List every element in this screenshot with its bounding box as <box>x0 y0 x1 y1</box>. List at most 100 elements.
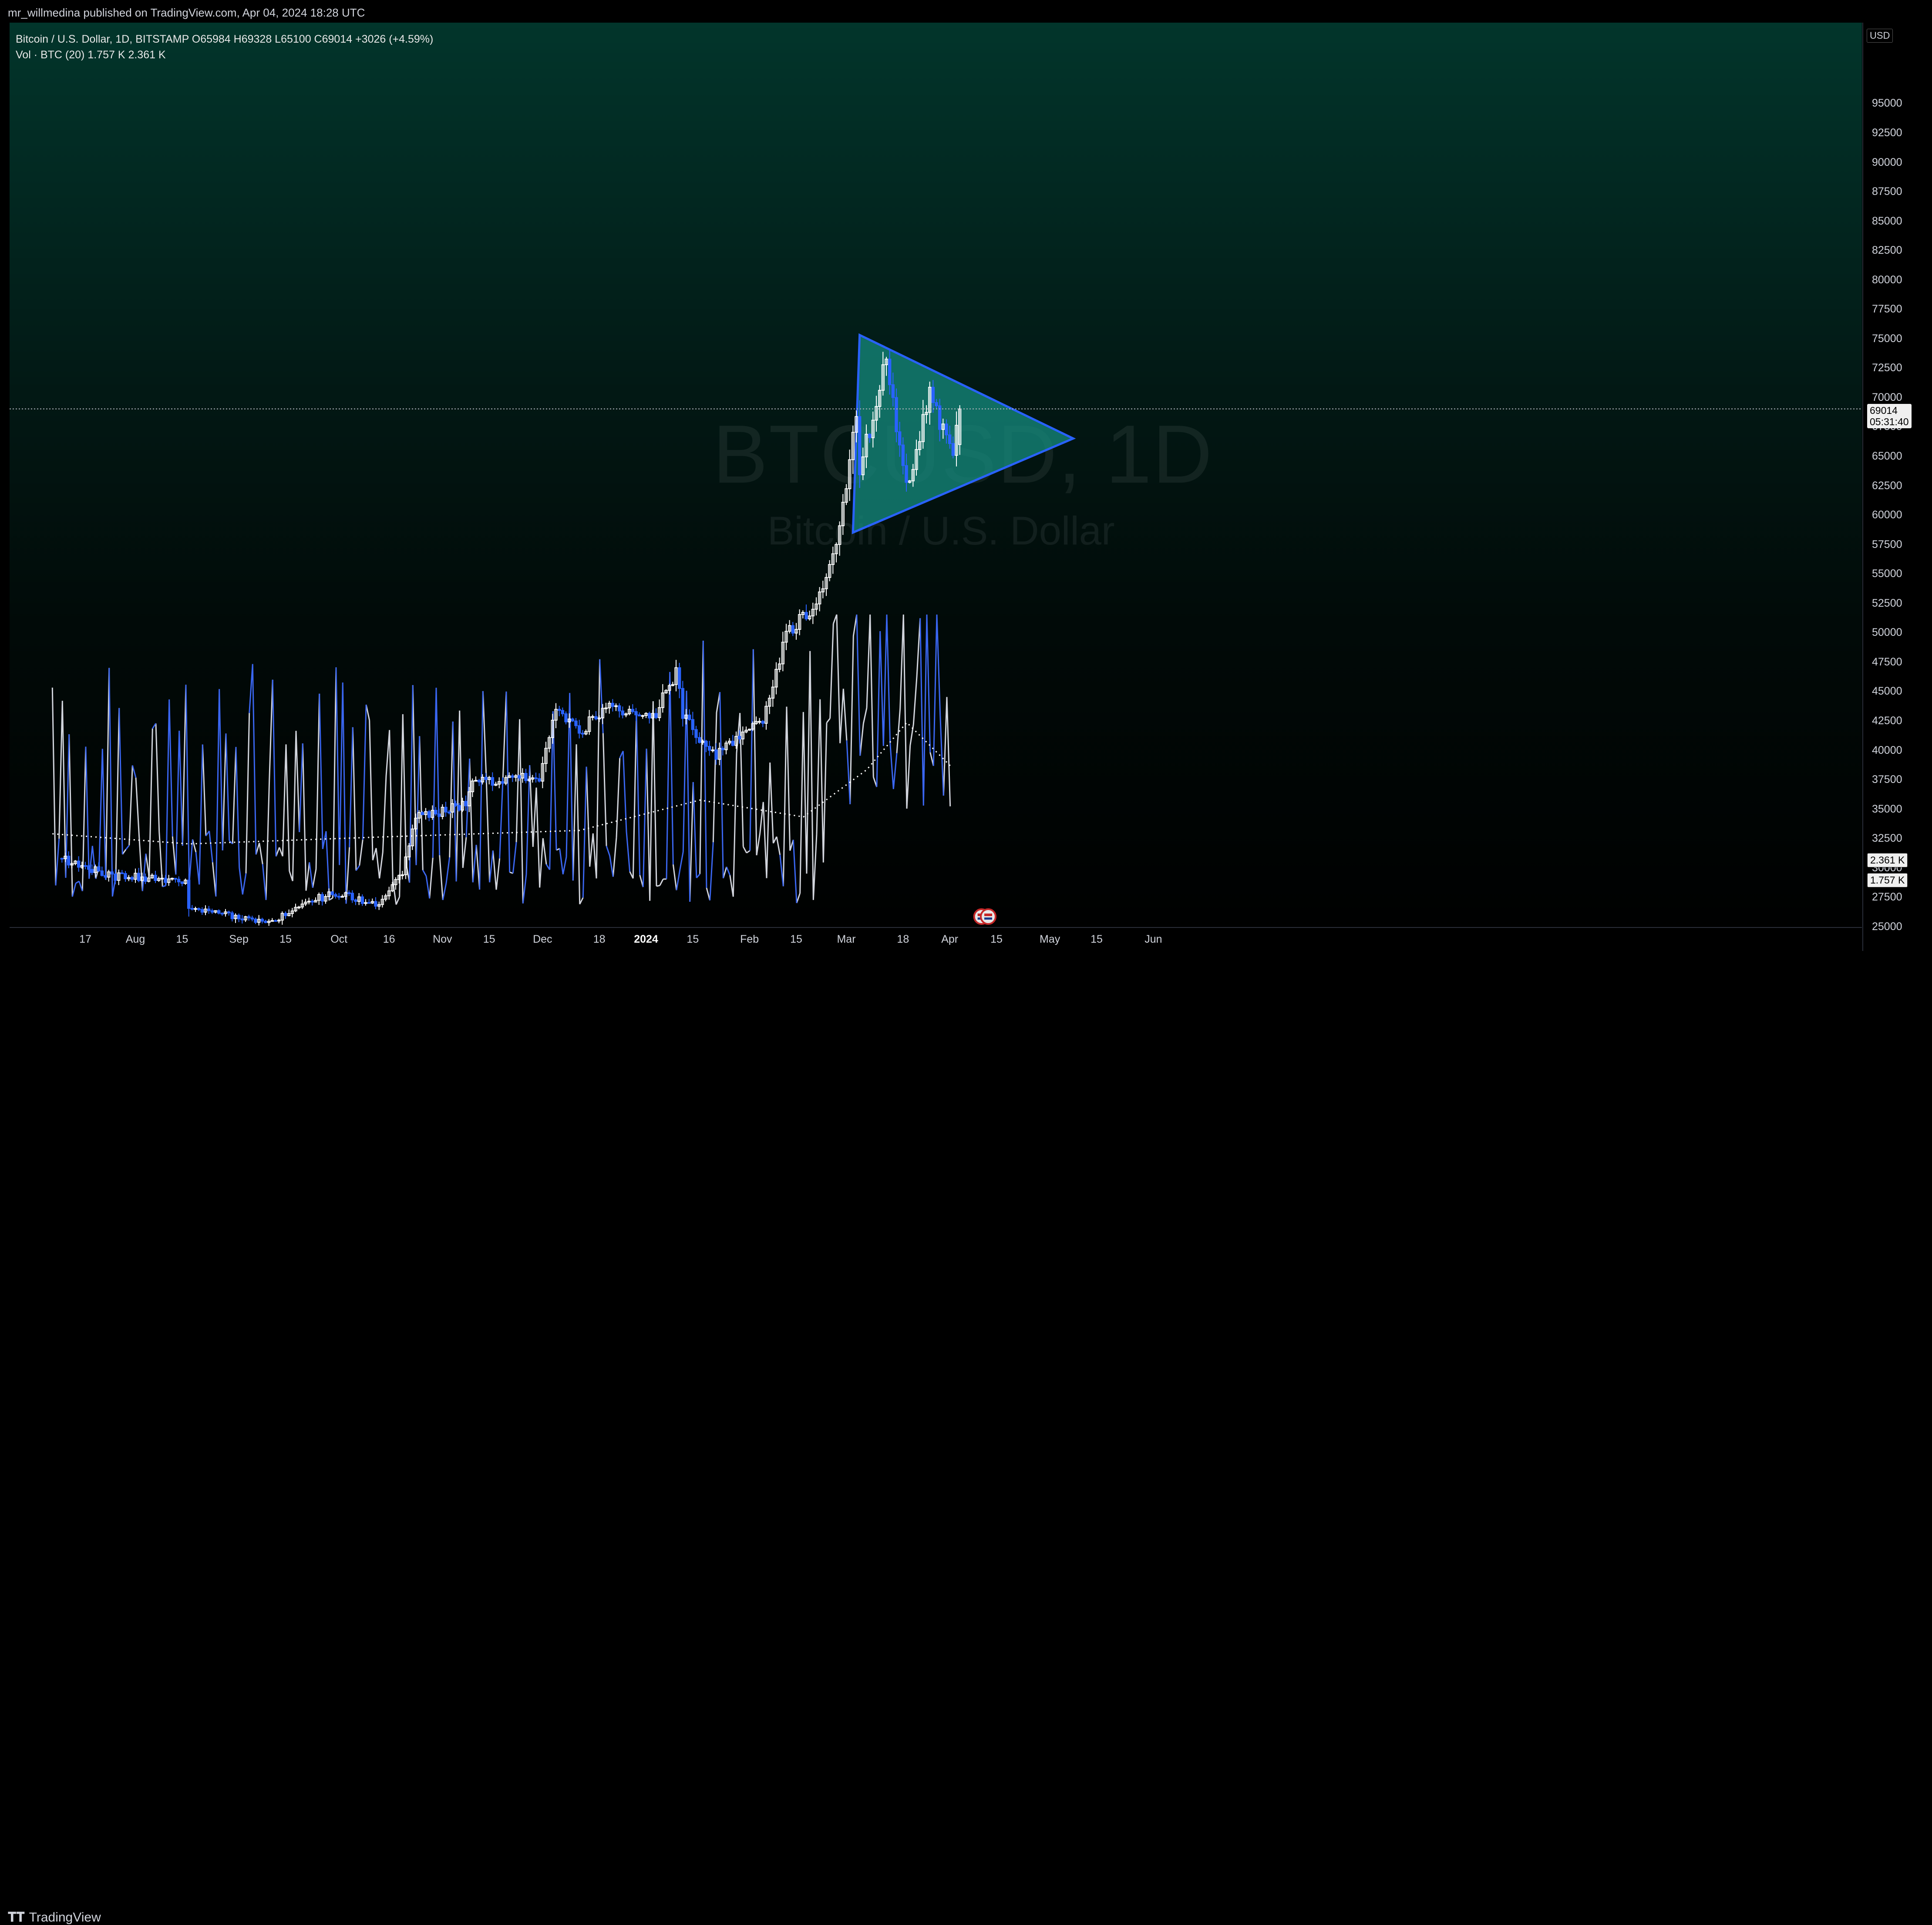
time-tick-label: 15 <box>176 933 188 945</box>
candle-body <box>815 603 818 610</box>
candle <box>945 419 948 444</box>
price-tick-label: 62500 <box>1872 479 1902 492</box>
candle <box>224 909 227 917</box>
candle-body <box>611 702 615 707</box>
candle <box>794 623 798 640</box>
candle-body <box>244 916 247 921</box>
candle <box>701 739 705 745</box>
candle-body <box>104 875 107 878</box>
candle-body <box>511 775 515 778</box>
candle-body <box>177 879 181 883</box>
candle <box>244 916 247 922</box>
candle-body <box>601 708 605 719</box>
candle-body <box>180 881 184 884</box>
candle-body <box>764 705 768 724</box>
candle-body <box>77 860 81 868</box>
candle-body <box>370 901 374 904</box>
candle <box>865 424 868 468</box>
candle-body <box>100 870 104 876</box>
candle <box>77 856 81 872</box>
candle <box>581 730 585 738</box>
candle <box>177 876 181 887</box>
candle <box>70 862 74 869</box>
candle <box>504 775 508 786</box>
candle <box>217 909 221 915</box>
candle-body <box>737 736 741 739</box>
candle <box>591 715 595 721</box>
candle-body <box>114 873 117 881</box>
candle-body <box>664 690 668 693</box>
candle <box>474 776 478 782</box>
candle <box>170 877 174 881</box>
volume-series <box>51 614 951 905</box>
candle <box>835 542 838 563</box>
candle <box>210 908 214 914</box>
candle-body <box>704 741 708 747</box>
price-tick-label: 75000 <box>1872 332 1902 345</box>
price-axis[interactable]: 25000 27500 30000 32500 35000 37500 40000 42500… <box>1862 23 1932 951</box>
candle-body <box>875 406 878 421</box>
candle <box>858 400 862 488</box>
candle <box>617 703 621 718</box>
candle <box>898 422 902 457</box>
candle-body <box>390 884 394 891</box>
candle <box>94 864 97 878</box>
candle-body <box>931 386 935 403</box>
time-tick-label: 15 <box>1091 933 1103 945</box>
candle-body <box>851 432 855 460</box>
candle <box>711 746 715 753</box>
candle-body <box>477 780 481 783</box>
candle-body <box>557 709 561 711</box>
candle <box>344 891 347 900</box>
candle <box>694 726 698 744</box>
candle-body <box>727 741 731 744</box>
candle-body <box>364 902 367 904</box>
candle <box>60 857 64 863</box>
candle <box>577 719 581 739</box>
candle-body <box>825 577 828 589</box>
candle <box>494 782 498 786</box>
candle <box>127 875 131 881</box>
price-plot <box>10 333 1862 926</box>
candle <box>845 484 848 505</box>
candle-body <box>634 711 638 716</box>
candle <box>330 891 334 896</box>
candle <box>97 862 101 873</box>
tradingview-logo[interactable]: 𝐓𝐓 TradingView <box>8 1910 101 1925</box>
candle-body <box>481 776 485 783</box>
candle <box>938 399 942 442</box>
candle-body <box>97 866 101 872</box>
candle-body <box>527 779 531 781</box>
candle-body <box>878 390 882 407</box>
candle-body <box>277 920 281 922</box>
candle <box>350 890 354 903</box>
price-tick-label: 57500 <box>1872 538 1902 551</box>
candle-body <box>584 731 588 735</box>
candle-body <box>494 783 498 786</box>
last-price-value: 69014 <box>1870 404 1898 416</box>
candle-body <box>694 729 698 738</box>
candle <box>110 869 114 875</box>
candle <box>868 433 872 443</box>
candle-body <box>397 875 401 880</box>
candle-body <box>587 716 591 732</box>
candle <box>377 901 381 910</box>
candle-body <box>441 806 444 817</box>
time-tick-label: 15 <box>990 933 1003 945</box>
currency-label[interactable]: USD <box>1867 29 1893 43</box>
candle <box>367 899 371 904</box>
candle-body <box>654 713 658 718</box>
candle <box>107 870 111 882</box>
volume-legend[interactable]: Vol · BTC (20) 1.757 K 2.361 K <box>16 49 166 61</box>
economic-event-icon[interactable] <box>980 908 997 925</box>
candle <box>737 730 741 744</box>
candle-body <box>287 913 291 916</box>
candle-body <box>304 901 307 904</box>
time-axis[interactable]: 17 Aug 15 Sep 15 Oct 16 Nov 15 Dec 18 2024 15 Feb 15 Ma… <box>10 927 1862 952</box>
candle-body <box>267 921 271 923</box>
candle-body <box>895 397 898 433</box>
symbol-legend[interactable]: Bitcoin / U.S. Dollar, 1D, BITSTAMP O659… <box>16 33 434 45</box>
candle <box>721 746 725 756</box>
candle-body <box>90 869 94 873</box>
candle-body <box>711 749 715 751</box>
